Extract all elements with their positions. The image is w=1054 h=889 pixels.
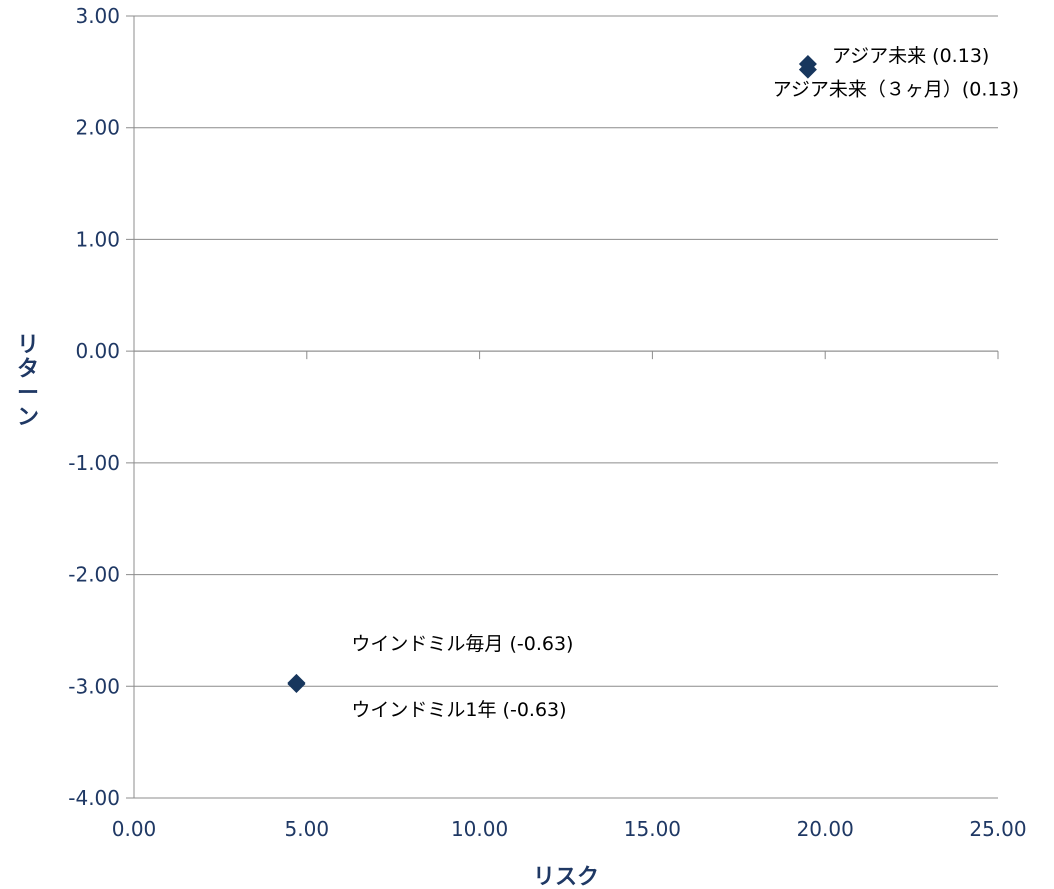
data-points <box>287 55 817 694</box>
y-tick-label: 0.00 <box>75 339 120 363</box>
y-tick-label: -2.00 <box>68 563 120 587</box>
data-label: ウインドミル1年 (-0.63) <box>351 699 566 721</box>
gridlines <box>126 15 998 799</box>
y-axis-title-char: ー <box>17 381 39 406</box>
y-axis-title-char: ン <box>17 405 39 430</box>
x-tick-label: 20.00 <box>797 817 854 841</box>
y-axis-title-char: リ <box>17 333 39 358</box>
y-tick-label: -3.00 <box>68 674 120 698</box>
x-tick-label: 5.00 <box>285 817 330 841</box>
x-tick-label: 0.00 <box>112 817 157 841</box>
data-label: アジア未来 (0.13) <box>832 45 989 67</box>
x-tick-label: 15.00 <box>624 817 681 841</box>
y-tick-label: -4.00 <box>68 786 120 810</box>
y-axis-title: リターン <box>17 333 39 430</box>
x-tick-label: 10.00 <box>451 817 508 841</box>
data-point <box>287 675 306 694</box>
data-point <box>798 60 817 79</box>
x-tick-labels: 0.00 5.00 10.00 15.00 20.00 25.00 <box>112 817 1027 841</box>
data-label: ウインドミル毎月 (-0.63) <box>351 633 573 655</box>
y-axis-title-char: タ <box>17 357 39 382</box>
x-tick-label: 25.00 <box>969 817 1026 841</box>
y-tick-label: 2.00 <box>75 116 120 140</box>
y-tick-label: 3.00 <box>75 4 120 28</box>
y-tick-label: -1.00 <box>68 451 120 475</box>
data-labels: アジア未来 (0.13) アジア未来（３ヶ月）(0.13) ウインドミル毎月 (-0… <box>351 45 1019 721</box>
x-axis-title: リスク <box>533 865 599 889</box>
y-tick-label: 1.00 <box>75 227 120 251</box>
data-label: アジア未来（３ヶ月）(0.13) <box>773 79 1019 101</box>
y-tick-labels: 3.00 2.00 1.00 0.00 -1.00 -2.00 -3.00 -4.00 <box>68 4 120 810</box>
axes <box>133 16 999 798</box>
